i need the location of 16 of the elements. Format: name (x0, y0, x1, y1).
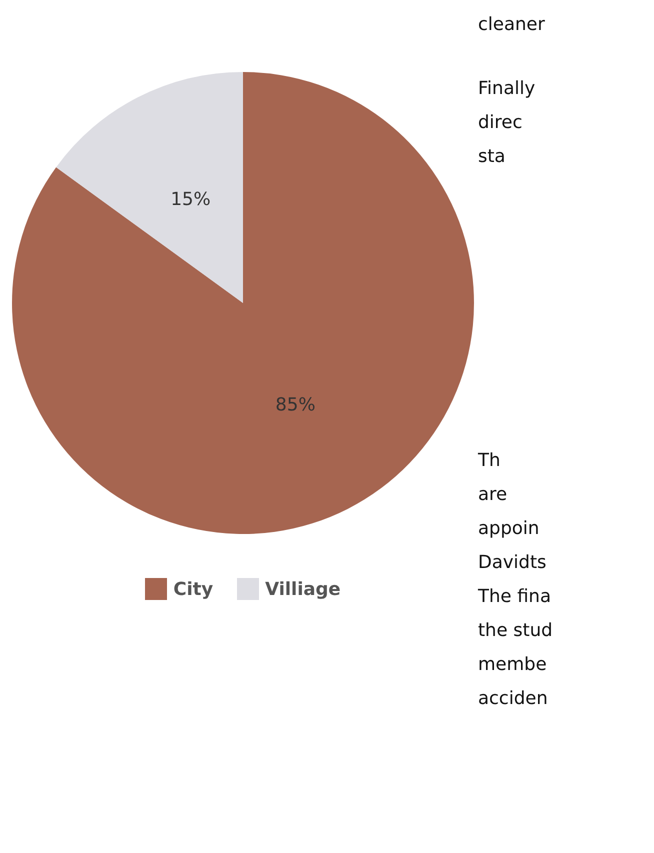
text: cleaner (478, 13, 546, 37)
data-label: 15% (170, 188, 211, 210)
text: sta (478, 145, 506, 169)
text: Davidts (478, 551, 548, 575)
legend-label: City (173, 578, 214, 600)
legend-label: Villiage (265, 578, 341, 600)
text: the stud (478, 619, 554, 643)
text: The fina (478, 585, 552, 609)
text: direc (478, 111, 524, 135)
text: acciden (478, 687, 549, 711)
data-label: 85% (275, 394, 316, 416)
text: Finally (478, 77, 536, 101)
text: membe (478, 653, 548, 677)
text: are (478, 483, 508, 507)
text: appoin (478, 517, 540, 541)
text: Th (478, 449, 502, 473)
